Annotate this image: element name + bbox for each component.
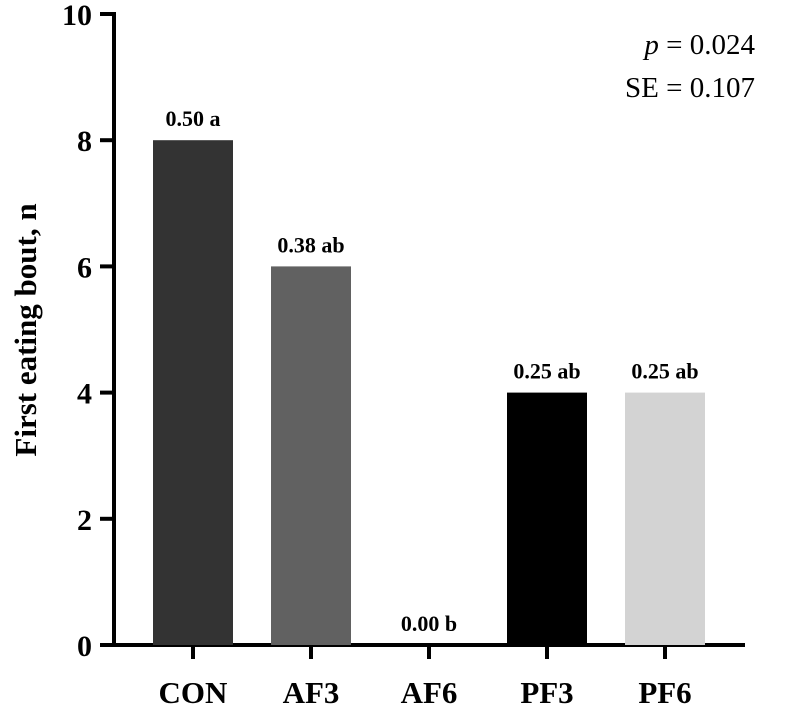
bar-af3 <box>271 266 351 645</box>
bar-pf6 <box>625 392 705 645</box>
x-tick-label-af6: AF6 <box>401 675 458 710</box>
x-tick-label-af3: AF3 <box>283 675 340 710</box>
p-value: = 0.024 <box>659 29 756 61</box>
y-ticks: 0 2 4 6 8 10 <box>62 0 114 663</box>
y-tick-label: 8 <box>77 125 92 158</box>
data-labels: 0.50 a 0.38 ab 0.00 b 0.25 ab 0.25 ab <box>166 106 699 636</box>
y-tick-label: 10 <box>62 0 92 32</box>
p-value-annotation: p = 0.024 <box>642 29 755 61</box>
data-label-con: 0.50 a <box>166 106 221 131</box>
x-ticks: CON AF3 AF6 PF3 PF6 <box>159 645 692 710</box>
y-tick-label: 6 <box>77 251 92 284</box>
y-tick-label: 4 <box>77 378 92 411</box>
x-tick-label-pf6: PF6 <box>638 675 691 710</box>
se-annotation: SE = 0.107 <box>625 72 755 104</box>
data-label-af3: 0.38 ab <box>277 232 344 257</box>
bar-con <box>153 140 233 645</box>
y-tick-label: 2 <box>77 504 92 537</box>
y-axis-title: First eating bout, n <box>8 203 43 456</box>
p-symbol: p <box>642 29 659 61</box>
bar-pf3 <box>507 392 587 645</box>
y-tick-label: 0 <box>77 630 92 663</box>
data-label-af6: 0.00 b <box>401 611 457 636</box>
x-tick-label-pf3: PF3 <box>520 675 573 710</box>
x-tick-label-con: CON <box>159 675 228 710</box>
bars <box>153 140 705 645</box>
data-label-pf6: 0.25 ab <box>631 359 698 384</box>
data-label-pf3: 0.25 ab <box>513 359 580 384</box>
